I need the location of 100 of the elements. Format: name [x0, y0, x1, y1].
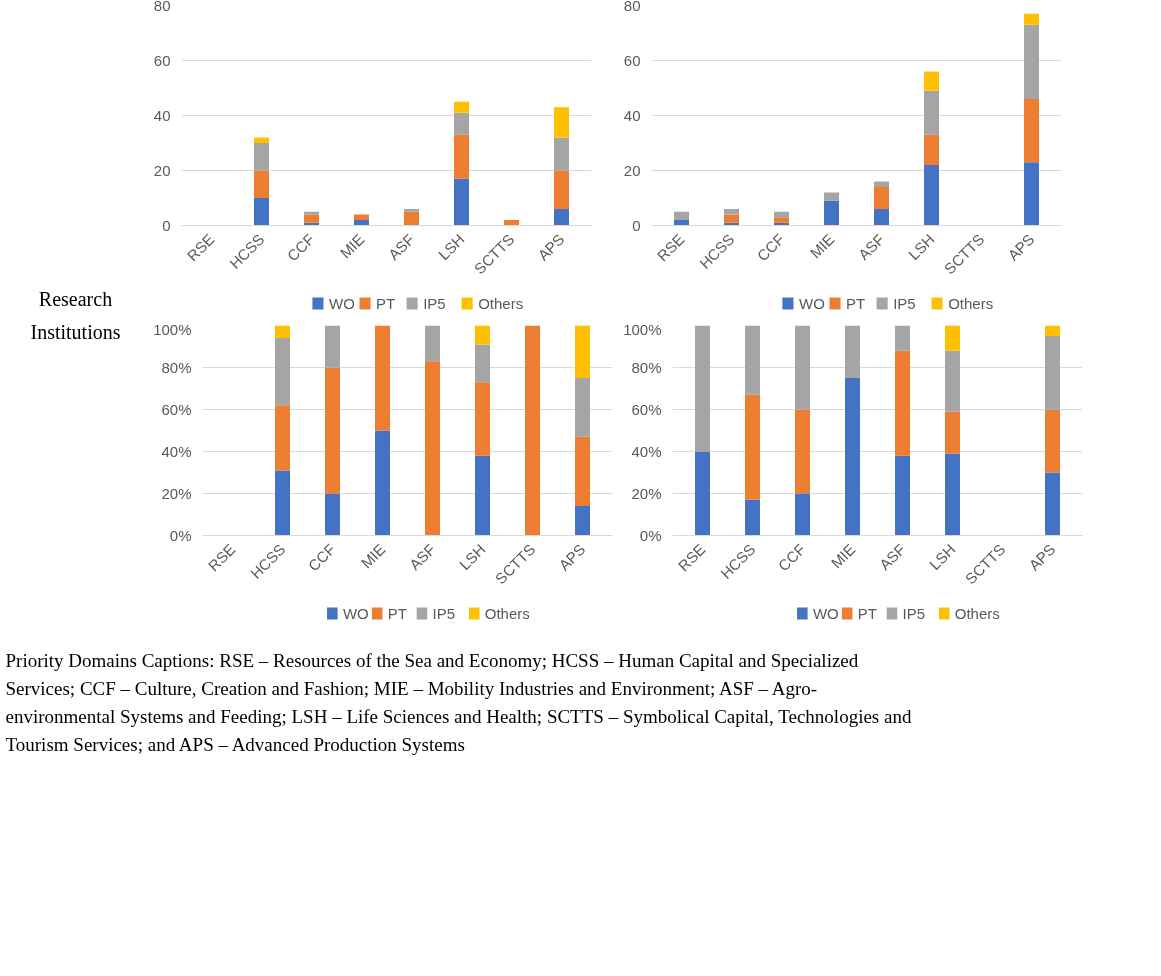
bar	[1045, 472, 1060, 536]
bar	[895, 455, 910, 536]
bar	[795, 493, 810, 536]
bar	[425, 361, 440, 536]
bar	[475, 455, 490, 536]
x-tick-label: MIE	[806, 230, 838, 262]
y-tick-label: 100%	[153, 320, 192, 338]
bar	[325, 493, 340, 536]
bar	[254, 170, 269, 198]
legend-label: PT	[376, 295, 396, 312]
bar	[745, 499, 760, 536]
bar	[1045, 409, 1060, 473]
bar	[945, 411, 960, 454]
bar	[874, 181, 889, 187]
bar	[575, 325, 590, 378]
bar	[824, 192, 839, 201]
bar	[1024, 13, 1039, 25]
bar	[1024, 99, 1039, 163]
legend-label: IP5	[432, 605, 456, 622]
x-tick-label: MIE	[827, 540, 859, 572]
bar	[695, 325, 710, 452]
bar	[924, 71, 939, 91]
bar	[874, 209, 889, 226]
bar	[375, 325, 390, 431]
legend-label: Others	[954, 605, 1000, 622]
y-tick-label: 0%	[169, 527, 192, 544]
legend-label: PT	[846, 295, 866, 312]
legend-label: WO	[812, 605, 839, 622]
y-tick-label: 0%	[639, 527, 662, 544]
bar	[674, 220, 689, 226]
bar	[275, 338, 290, 406]
bar	[924, 165, 939, 226]
bar	[304, 211, 319, 215]
bar	[304, 214, 319, 223]
bar	[454, 134, 469, 179]
bar	[895, 350, 910, 456]
bar	[275, 405, 290, 471]
bar	[924, 134, 939, 165]
bar	[404, 209, 419, 212]
bar	[575, 378, 590, 437]
legend-label: Others	[948, 295, 994, 312]
bar	[425, 325, 440, 362]
bar	[554, 209, 569, 226]
x-tick-label: MIE	[357, 540, 389, 572]
legend-label: WO	[799, 295, 825, 312]
bar	[745, 394, 760, 500]
x-tick-label: MIE	[336, 230, 368, 262]
y-tick-label: 20%	[161, 485, 192, 502]
y-tick-label: 80	[623, 0, 641, 14]
bar	[774, 211, 789, 218]
bar	[475, 344, 490, 383]
bar	[525, 325, 540, 536]
y-tick-label: 20	[623, 161, 641, 179]
bar	[1045, 336, 1060, 410]
bar	[325, 325, 340, 368]
bar	[1024, 24, 1039, 99]
bar	[575, 436, 590, 507]
bar	[945, 350, 960, 412]
y-tick-label: 40%	[631, 443, 662, 460]
legend-label: Others	[484, 605, 530, 622]
bar	[454, 112, 469, 135]
bar	[1045, 325, 1060, 336]
bar	[475, 325, 490, 345]
y-tick-label: 0	[632, 216, 641, 234]
bar	[354, 214, 369, 220]
y-tick-label: 60%	[631, 401, 662, 418]
bar	[824, 200, 839, 226]
bar	[275, 470, 290, 536]
bar	[874, 187, 889, 209]
y-tick-label: 40%	[161, 443, 192, 460]
y-tick-label: 80%	[631, 359, 662, 376]
legend-label: WO	[342, 605, 369, 622]
bar	[795, 325, 810, 410]
bar	[554, 137, 569, 171]
bar	[554, 170, 569, 209]
bar	[724, 214, 739, 223]
bar	[454, 178, 469, 226]
bar	[745, 325, 760, 395]
text: Priority Domains Captions: RSE – Resources of the Sea and Economy; HCSS – Human Capital and Specialized Services; CCF – Culture, Creation and Fashion; MIE – Mobility Industries and Environment; ASF – Agro-environmental Systems and Feeding; LSH – Life Sciences and Health; SCTTS – Symbolical Capital, Technologies and Tourism Services; and APS – Advanced Production Systems	[5, 649, 912, 755]
bar	[504, 220, 519, 226]
bar	[845, 325, 860, 378]
bar	[695, 451, 710, 536]
legend-label: IP5	[893, 295, 916, 312]
legend-label: PT	[857, 605, 877, 622]
y-tick-label: 80%	[161, 359, 192, 376]
y-tick-label: 40	[153, 106, 171, 124]
bar	[254, 137, 269, 143]
bar	[254, 198, 269, 226]
bar	[724, 209, 739, 215]
bar	[945, 325, 960, 351]
bar	[575, 506, 590, 536]
bar	[454, 101, 469, 113]
bar	[375, 430, 390, 536]
y-tick-label: 100%	[623, 320, 662, 338]
bar	[354, 220, 369, 226]
bar	[845, 378, 860, 536]
bar	[275, 325, 290, 339]
bar	[945, 453, 960, 536]
text: Research Institutions	[30, 288, 121, 343]
y-tick-label: 40	[623, 106, 641, 124]
